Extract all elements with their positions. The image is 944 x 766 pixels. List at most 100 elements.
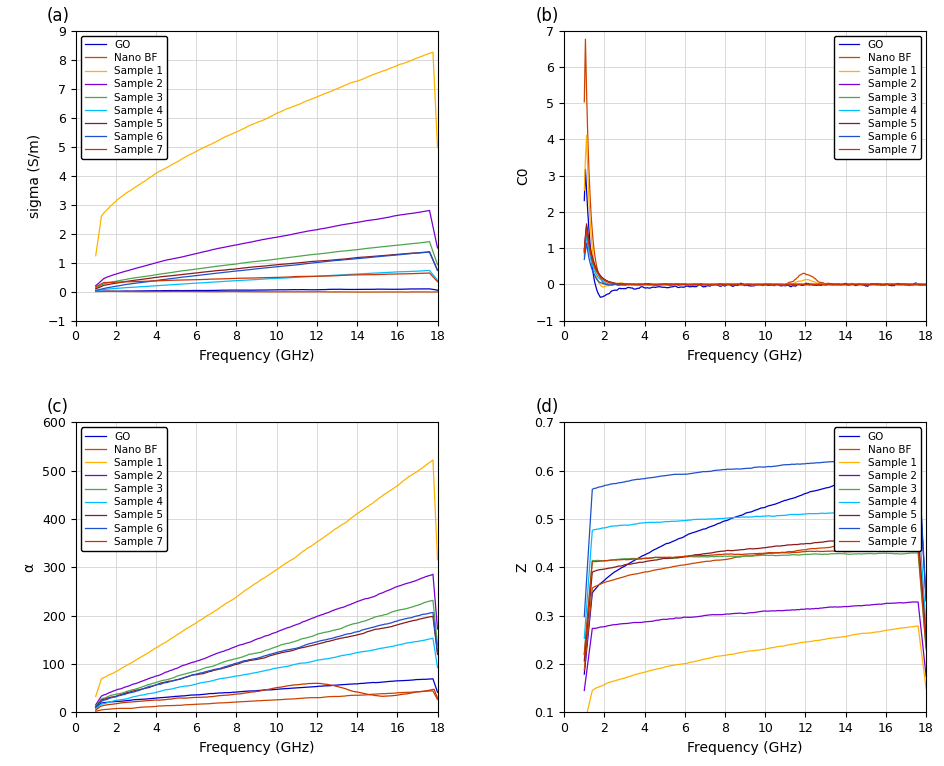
Sample 1 [581,131,592,140]
Nano BF [580,34,591,44]
Sample 2 [294,619,305,628]
Sample 4 [91,286,102,295]
Sample 4 [581,231,592,241]
Sample 2 [706,280,717,290]
Line: Sample 7: Sample 7 [95,683,437,710]
Sample 6 [789,280,801,289]
Sample 6 [782,460,793,470]
Sample 2 [299,228,311,237]
Sample 5 [912,529,923,538]
GO [378,677,389,686]
Line: Sample 3: Sample 3 [95,241,437,288]
Sample 4 [866,506,877,516]
Sample 5 [919,280,931,289]
X-axis label: Frequency (GHz): Frequency (GHz) [198,741,314,755]
Line: Sample 1: Sample 1 [583,626,925,725]
GO [299,285,311,294]
Sample 1 [292,551,303,560]
Sample 1 [868,280,880,289]
Line: Sample 3: Sample 3 [583,553,925,654]
Nano BF [752,281,764,290]
GO [784,282,795,291]
Sample 1 [578,720,589,729]
Sample 3 [782,551,793,560]
Sample 6 [292,260,303,270]
Sample 2 [578,686,589,695]
Nano BF [378,689,389,699]
Sample 7 [310,679,321,688]
Sample 5 [90,284,101,293]
GO [431,688,443,697]
Sample 1 [783,280,794,289]
Sample 1 [431,555,443,565]
Sample 7 [866,545,877,555]
GO [91,702,102,712]
Sample 7 [294,680,305,689]
Sample 5 [919,635,931,644]
GO [919,597,931,606]
Sample 3 [431,640,443,650]
GO [580,165,591,174]
Sample 2 [91,280,102,290]
Sample 2 [292,620,303,629]
Sample 6 [90,286,101,295]
GO [919,280,931,289]
Sample 3 [91,283,102,292]
Sample 2 [91,699,102,708]
Sample 3 [581,224,592,234]
Sample 1 [399,475,411,484]
Sample 5 [299,257,311,267]
Sample 3 [292,636,303,645]
Sample 1 [294,100,305,109]
Sample 3 [299,250,311,260]
Nano BF [400,287,412,296]
Line: Nano BF: Nano BF [583,39,925,286]
Line: Sample 3: Sample 3 [95,601,437,706]
Sample 4 [431,663,443,673]
GO [431,286,443,295]
Sample 6 [431,647,443,656]
Sample 1 [431,143,443,152]
Sample 4 [919,280,931,289]
Sample 2 [789,280,801,289]
Sample 3 [378,242,389,251]
Sample 1 [90,251,101,260]
GO [787,493,799,502]
Line: GO: GO [583,463,925,674]
Sample 2 [866,600,877,609]
Sample 6 [378,251,389,260]
Sample 5 [890,280,902,289]
Sample 1 [580,715,591,724]
Text: (b): (b) [534,7,558,25]
Sample 1 [427,455,438,464]
Line: Sample 7: Sample 7 [583,230,925,284]
Legend: GO, Nano BF, Sample 1, Sample 2, Sample 3, Sample 4, Sample 5, Sample 6, Sample : GO, Nano BF, Sample 1, Sample 2, Sample … [81,36,167,159]
Sample 5 [784,280,795,289]
GO [887,465,899,474]
Sample 4 [399,639,411,648]
Sample 7 [91,705,102,714]
Sample 2 [292,228,303,237]
Sample 6 [294,643,305,652]
Sample 7 [780,548,791,558]
GO [90,286,101,296]
X-axis label: Frequency (GHz): Frequency (GHz) [198,349,314,363]
Sample 1 [378,490,389,499]
Line: Sample 4: Sample 4 [95,638,437,709]
Sample 2 [919,280,931,289]
Nano BF [379,287,390,296]
Sample 6 [378,620,389,629]
Line: Sample 2: Sample 2 [583,602,925,690]
Nano BF [910,534,921,543]
Sample 4 [868,280,880,289]
Sample 2 [890,280,902,289]
Sample 5 [783,280,794,289]
Sample 5 [431,650,443,659]
Sample 5 [427,612,438,621]
Sample 3 [919,645,931,654]
Sample 6 [292,643,303,653]
GO [789,282,801,291]
Line: GO: GO [583,169,925,297]
Sample 5 [294,643,305,653]
Sample 5 [399,249,411,258]
